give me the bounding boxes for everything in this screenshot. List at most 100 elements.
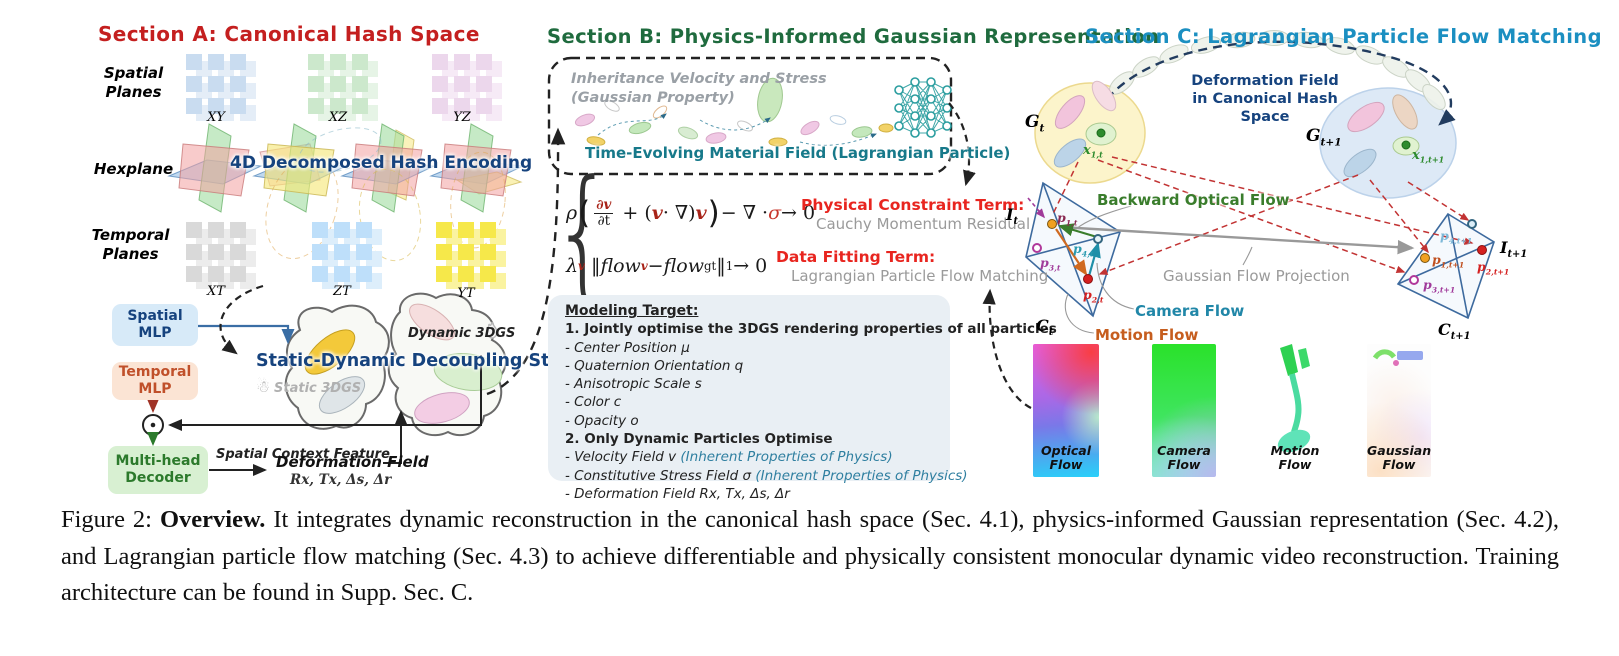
data-sub-label: Lagrangian Particle Flow Matching — [791, 267, 1049, 285]
section-b-arrows — [948, 102, 1032, 409]
hexplane-cluster-4 — [429, 123, 525, 213]
camera-flow-label: Camera Flow — [1135, 302, 1245, 320]
hexplane-cluster-2 — [252, 123, 348, 213]
p4t-label: p4,t — [1073, 241, 1094, 259]
gt1-label: Gt+1 — [1306, 126, 1342, 149]
p3t-label: p3,t — [1040, 255, 1061, 273]
gaussian-blobs — [284, 292, 507, 437]
modeling-title: Modeling Target: — [565, 303, 699, 319]
deformation-field-label: Deformation Field — [276, 453, 429, 471]
hexplane-cluster-1 — [167, 123, 263, 213]
grid-xz-label: XZ — [328, 110, 348, 125]
spatial-mlp-box: Spatial MLP — [112, 304, 198, 346]
modeling-item-2: 2. Only Dynamic Particles Optimise — [565, 431, 833, 448]
p4t1-label: p4,t+1 — [1440, 228, 1473, 246]
snowman-icon: ☃ — [256, 377, 271, 396]
p1t-label: p1,t — [1057, 210, 1078, 228]
backward-optical-flow-label: Backward Optical Flow — [1097, 191, 1290, 209]
modeling-target-box: Modeling Target: 1. Jointly optimise the… — [548, 295, 1057, 502]
gaussian-flow-projection-arrow — [1059, 225, 1415, 255]
p1t1-label: p1,t+1 — [1432, 252, 1465, 270]
it1-label: It+1 — [1500, 238, 1528, 261]
spatial-context-label: Spatial Context Feature — [216, 447, 390, 462]
static-3dgs-label: Static 3DGS — [274, 381, 362, 396]
gaussian-flow-caption: Gaussian Flow — [1367, 443, 1431, 472]
data-term-label: Data Fitting Term: — [776, 248, 936, 266]
gaussian-flow-shape — [1372, 349, 1423, 366]
grid-xy — [186, 54, 246, 114]
physical-term-label: Physical Constraint Term: — [801, 196, 1025, 214]
odot-operator-icon — [142, 414, 164, 436]
modeling-bullet: - Center Position μ — [565, 339, 690, 356]
projected-points — [1032, 219, 1487, 285]
modeling-item-1: 1. Jointly optimise the 3DGS rendering p… — [565, 321, 1057, 338]
motion-flow-image: Motion Flow — [1262, 344, 1328, 477]
caption-overview: Overview. — [159, 506, 266, 533]
hash-encoding-label: 4D Decomposed Hash Encoding — [230, 153, 533, 173]
flame-icon — [486, 321, 498, 339]
material-field-label: Time-Evolving Material Field (Lagrangian… — [585, 144, 1011, 162]
camera-flow-image: Camera Flow — [1152, 344, 1216, 477]
hexplane-cluster-3 — [340, 123, 436, 213]
camera-flow-caption: Camera Flow — [1157, 443, 1211, 472]
gaussian-flow-projection-label: Gaussian Flow Projection — [1163, 267, 1350, 285]
figure-number: Figure 2: — [61, 506, 160, 533]
neural-network-icon — [894, 77, 952, 138]
label-pointers — [1064, 205, 1253, 334]
p2t-label: p2,t — [1083, 287, 1104, 305]
x1t-label: x1,t — [1083, 143, 1103, 160]
dashed-loop-decorations — [265, 127, 506, 262]
multihead-decoder-box: Multi-head Decoder — [108, 446, 208, 494]
physical-sub-label: Cauchy Momentum Residual — [816, 215, 1031, 233]
optical-flow-caption: Optical Flow — [1041, 443, 1091, 472]
grid-xy-label: XY — [207, 110, 225, 125]
projection-dashed-lines — [1051, 156, 1474, 275]
grid-yz-label: YZ — [453, 110, 471, 125]
modeling-bullet: - Deformation Field Rx, Tx, Δs, Δr — [565, 485, 790, 502]
x1t1-label: x1,t+1 — [1412, 148, 1445, 165]
spatial-planes-label: Spatial Planes — [103, 64, 164, 101]
modeling-bullet: - Quaternion Orientation q — [565, 357, 744, 374]
grid-zt-label: ZT — [333, 284, 351, 299]
ct-label: Ct — [1036, 316, 1054, 339]
dynamic-3dgs-label: Dynamic 3DGS — [408, 326, 516, 341]
modeling-bullet: - Opacity o — [565, 412, 639, 429]
caption-body: It integrates dynamic reconstruction in … — [61, 506, 1559, 607]
grid-xt-label: XT — [207, 284, 225, 299]
ct1-label: Ct+1 — [1438, 320, 1471, 343]
gt1-gaussians — [1343, 94, 1420, 178]
hexplane-label: Hexplane — [93, 160, 174, 178]
grid-yt — [436, 222, 496, 282]
modeling-bullet: - Velocity Field v (Inherent Properties … — [565, 449, 893, 466]
flow-arrows — [1027, 197, 1101, 277]
strategy-label: Static-Dynamic Decoupling Strategy — [256, 351, 615, 371]
grid-xz — [308, 54, 368, 114]
equation-brace: { — [551, 150, 615, 315]
deformation-arc-label: Deformation Field in Canonical Hash Spac… — [1191, 73, 1339, 125]
section-c-title: Section C: Lagrangian Particle Flow Matc… — [1085, 25, 1602, 48]
p2t1-label: p2,t+1 — [1477, 259, 1510, 277]
camera-frustum-t — [1025, 181, 1121, 318]
modeling-bullet: - Anisotropic Scale s — [565, 376, 702, 393]
gt-gaussians — [1053, 80, 1117, 168]
deformation-arc — [1106, 40, 1456, 126]
modeling-bullet: - Color c — [565, 394, 622, 411]
modeling-bullet: - Constitutive Stress Field σ (Inherent … — [565, 467, 968, 484]
figure-diagram-graphics — [142, 30, 1495, 476]
motion-flow-label: Motion Flow — [1095, 326, 1199, 344]
temporal-mlp-box: Temporal MLP — [112, 362, 198, 400]
lagrangian-particle-dashed-box — [547, 56, 953, 176]
section-a-title: Section A: Canonical Hash Space — [98, 22, 480, 46]
gaussian-flow-image: Gaussian Flow — [1367, 344, 1431, 477]
it-label: It — [1006, 205, 1019, 228]
temporal-planes-label: Temporal Planes — [91, 226, 170, 263]
section-b-title: Section B: Physics-Informed Gaussian Rep… — [547, 25, 1160, 48]
material-field-particles — [574, 77, 894, 147]
grid-zt — [312, 222, 372, 282]
cauchy-equation: ρ(∂v ∂t + (v · ∇) v) − ∇ · σ → 0 — [566, 195, 816, 231]
section-a-arrows — [147, 127, 566, 476]
grid-yt-label: YT — [457, 286, 475, 301]
grid-xt — [186, 222, 246, 282]
motion-flow-caption: Motion Flow — [1270, 443, 1320, 472]
